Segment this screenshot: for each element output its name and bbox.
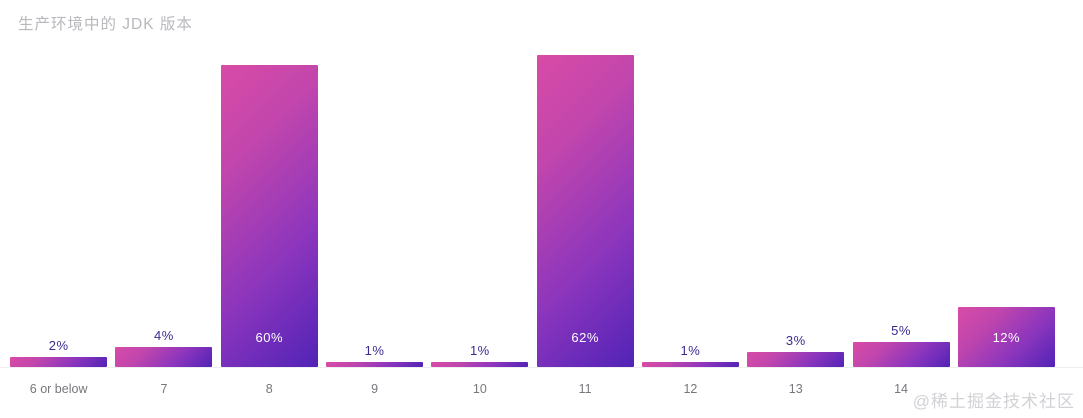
bar[interactable]: 2% [10,338,108,367]
bar-slot: 1% [431,40,529,367]
bar-value-label: 12% [992,330,1021,345]
bar[interactable]: 12% [957,306,1055,367]
x-axis-tick-label: 13 [788,382,803,396]
bar-slot: 2% [10,40,108,367]
bar-value-label: 60% [255,330,284,345]
chart-title: 生产环境中的 JDK 版本 [18,16,193,33]
bar[interactable]: 1% [431,343,529,367]
bar-value-label: 1% [364,342,385,358]
bar-value-label: 2% [48,337,69,353]
bar-value-label: 5% [891,322,911,338]
bar[interactable]: 62% [536,55,634,367]
bar-slot: 1% [641,40,739,367]
bar-slot: 4% [115,40,213,367]
bar-value-label: 62% [571,330,599,345]
bar-value-label: 1% [680,342,701,358]
bar-value-label: 1% [469,342,490,358]
x-axis-tick-label: 10 [472,382,487,396]
x-axis-tick-label: 12 [683,382,698,396]
axis-baseline [0,367,1083,368]
bar[interactable]: 4% [115,328,213,367]
bar-slot: 1% [326,40,424,367]
bar-slot: 3% [747,40,845,367]
x-axis-tick-label: 9 [371,382,379,396]
bar[interactable]: 1% [326,343,424,367]
bar-slot: 62% [536,40,634,367]
bar[interactable]: 5% [852,323,950,367]
bar-slot: 5% [852,40,950,367]
x-axis-tick-label: 7 [160,382,168,396]
x-axis-tick-label: 11 [578,382,592,396]
x-axis-tick-label: 8 [265,382,273,396]
bar-value-label: 4% [154,327,174,343]
x-axis-tick-label: 14 [894,382,908,396]
x-axis-tick-label: 6 or below [29,382,88,396]
bar-value-label: 3% [785,332,806,348]
bar-slot: 60% [220,40,318,367]
bar[interactable]: 1% [641,343,739,367]
bar-slot: 12% [957,40,1055,367]
bar[interactable]: 3% [747,333,845,367]
bar[interactable]: 60% [220,65,318,367]
